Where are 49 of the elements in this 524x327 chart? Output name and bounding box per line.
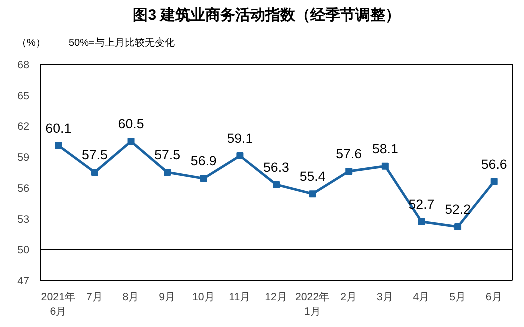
- point: [236, 152, 244, 160]
- data-label: 56.6: [481, 156, 508, 172]
- x-tick-label: 9月: [159, 292, 176, 304]
- data-label: 60.5: [118, 116, 144, 132]
- point: [490, 178, 498, 186]
- y-tick-label: 65: [18, 90, 30, 102]
- y-axis-title: （%）: [17, 37, 46, 51]
- x-tick-label: 5月: [450, 292, 467, 304]
- data-label: 58.1: [372, 141, 398, 156]
- data-label: 57.6: [336, 146, 362, 162]
- x-tick-label: 4月: [413, 292, 430, 304]
- x-tick-label: 10月: [192, 292, 216, 304]
- point: [91, 169, 98, 176]
- data-label: 57.5: [82, 148, 108, 162]
- point: [200, 175, 208, 182]
- data-label: 52.2: [445, 202, 472, 218]
- point: [273, 181, 280, 188]
- point: [418, 218, 426, 226]
- x-tick-label: 2022年 1月: [295, 292, 330, 318]
- point: [454, 224, 462, 231]
- x-tick-label: 11月: [229, 292, 252, 304]
- data-label: 55.4: [300, 169, 326, 184]
- data-label: 57.5: [154, 148, 181, 162]
- data-label: 56.9: [190, 154, 217, 169]
- x-tick-label: 2021年 6月: [41, 292, 76, 318]
- point: [128, 138, 135, 146]
- y-tick-label: 62: [18, 121, 30, 134]
- y-tick-label: 68: [18, 60, 30, 72]
- point: [55, 142, 62, 150]
- y-tick-label: 56: [18, 182, 30, 195]
- x-tick-label: 3月: [376, 292, 394, 304]
- data-label: 60.1: [46, 120, 72, 136]
- point: [309, 190, 316, 198]
- point: [164, 169, 172, 176]
- x-tick-label: 7月: [86, 292, 104, 304]
- chart-title: 图3 建筑业商务活动指数（经季节调整）: [133, 6, 401, 26]
- y-tick-label: 53: [18, 214, 30, 226]
- y-tick-label: 59: [18, 152, 30, 164]
- y-tick-label: 50: [18, 244, 30, 257]
- x-tick-label: 2月: [340, 292, 358, 304]
- x-tick-label: 6月: [486, 292, 503, 304]
- x-tick-label: 8月: [122, 292, 140, 304]
- y-tick-label: 47: [18, 276, 30, 288]
- text: 50%=与上月比较无变化: [69, 37, 175, 51]
- point: [346, 168, 353, 175]
- x-tick-label: 12月: [265, 292, 288, 304]
- data-label: 56.3: [264, 160, 290, 175]
- point: [382, 162, 389, 170]
- data-label: 59.1: [227, 131, 254, 146]
